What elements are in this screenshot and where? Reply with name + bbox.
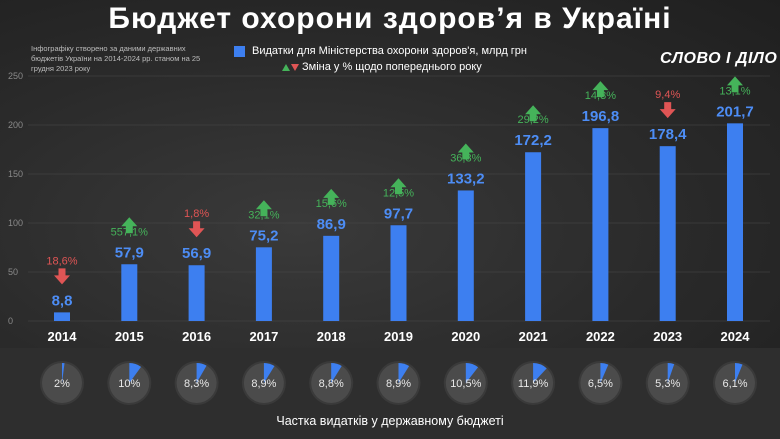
x-tick-label: 2022	[586, 329, 615, 344]
value-label: 75,2	[249, 227, 278, 244]
up-arrow-icon	[323, 188, 340, 205]
share-slice	[465, 363, 479, 383]
y-tick-label: 200	[8, 120, 23, 130]
value-label: 97,7	[384, 205, 413, 222]
y-tick-label: 150	[8, 169, 23, 179]
x-tick-label: 2019	[384, 329, 413, 344]
source-note: Інфографіку створено за даними державних…	[31, 44, 201, 73]
bar	[188, 265, 205, 321]
up-arrow-icon	[457, 143, 474, 160]
change-label: 14,3%	[585, 90, 616, 102]
change-label: 15,6%	[316, 198, 347, 210]
change-label: 29,2%	[517, 114, 548, 126]
bar	[592, 128, 609, 321]
up-arrow-icon	[255, 200, 272, 217]
legend-item-spending: Видатки для Міністерства охорони здоров'…	[232, 43, 527, 59]
legend-label-spending: Видатки для Міністерства охорони здоров'…	[252, 45, 527, 57]
share-label: Частка видатків у державному бюджеті	[276, 414, 504, 428]
share-slice	[398, 363, 410, 383]
up-arrow-icon	[525, 105, 542, 122]
x-tick-label: 2023	[653, 329, 682, 344]
legend-label-change: Зміна у % щодо попереднього року	[302, 61, 482, 73]
share-value-label: 5,3%	[655, 378, 680, 390]
change-label: 13,1%	[719, 85, 750, 97]
value-label: 8,8	[52, 292, 73, 309]
bar	[54, 312, 70, 321]
logo: СЛОВО І ДІЛО	[660, 50, 778, 67]
value-label: 57,9	[115, 244, 144, 261]
change-label: 557,1%	[111, 226, 149, 238]
x-tick-label: 2015	[115, 329, 144, 344]
share-slice	[129, 363, 142, 383]
share-slice	[196, 363, 207, 383]
bar	[659, 146, 676, 321]
up-arrow-icon	[592, 81, 609, 98]
share-slice	[667, 363, 675, 383]
share-value-label: 6,1%	[722, 378, 747, 390]
share-slice	[263, 363, 275, 383]
y-tick-label: 0	[8, 316, 13, 326]
bar	[390, 225, 407, 321]
up-arrow-icon	[121, 217, 138, 234]
bar	[457, 190, 474, 321]
down-arrow-icon	[188, 221, 205, 238]
share-value-label: 10,5%	[450, 378, 481, 390]
share-value-label: 8,9%	[251, 378, 276, 390]
legend-item-change: Зміна у % щодо попереднього року	[232, 59, 527, 75]
share-value-label: 10%	[118, 378, 140, 390]
value-label: 133,2	[447, 170, 485, 187]
x-tick-label: 2018	[317, 329, 346, 344]
page-title: Бюджет охорони здоров’я в Україні	[108, 2, 672, 35]
change-label: 36,3%	[450, 152, 481, 164]
x-tick-label: 2024	[721, 329, 751, 344]
change-label: 12,5%	[383, 187, 414, 199]
share-value-label: 6,5%	[588, 378, 613, 390]
bar	[727, 123, 743, 321]
y-tick-label: 100	[8, 218, 23, 228]
bar	[121, 264, 138, 321]
legend-swatch	[234, 45, 245, 57]
legend-arrows-icon	[282, 63, 299, 71]
change-label: 1,8%	[184, 208, 209, 220]
share-slice	[600, 363, 609, 383]
share-slice	[62, 363, 65, 383]
share-value-label: 2%	[54, 378, 70, 390]
value-label: 178,4	[649, 126, 687, 143]
up-arrow-icon	[390, 178, 407, 195]
change-label: 9,4%	[655, 89, 680, 101]
share-value-label: 11,9%	[518, 378, 549, 390]
x-tick-label: 2017	[249, 329, 278, 344]
value-label: 196,8	[582, 108, 620, 125]
bar	[525, 152, 542, 321]
share-slice	[533, 363, 547, 383]
down-arrow-icon	[54, 268, 70, 285]
share-value-label: 8,8%	[319, 378, 344, 390]
share-value-label: 8,9%	[386, 378, 411, 390]
change-label: 18,6%	[46, 255, 77, 267]
x-tick-label: 2014	[48, 329, 78, 344]
up-arrow-icon	[727, 76, 743, 93]
x-tick-label: 2021	[519, 329, 548, 344]
bar	[255, 247, 272, 321]
share-slice	[735, 363, 743, 383]
share-value-label: 8,3%	[184, 378, 209, 390]
x-tick-label: 2016	[182, 329, 211, 344]
y-tick-label: 250	[8, 71, 23, 81]
value-label: 56,9	[182, 245, 211, 262]
value-label: 201,7	[716, 103, 754, 120]
change-label: 32,1%	[248, 209, 279, 221]
share-slice	[331, 363, 342, 383]
y-tick-label: 50	[8, 267, 18, 277]
legend: Видатки для Міністерства охорони здоров'…	[232, 43, 527, 75]
x-tick-label: 2020	[451, 329, 480, 344]
value-label: 86,9	[317, 216, 346, 233]
value-label: 172,2	[514, 132, 552, 149]
bar	[323, 235, 340, 321]
down-arrow-icon	[659, 102, 676, 119]
